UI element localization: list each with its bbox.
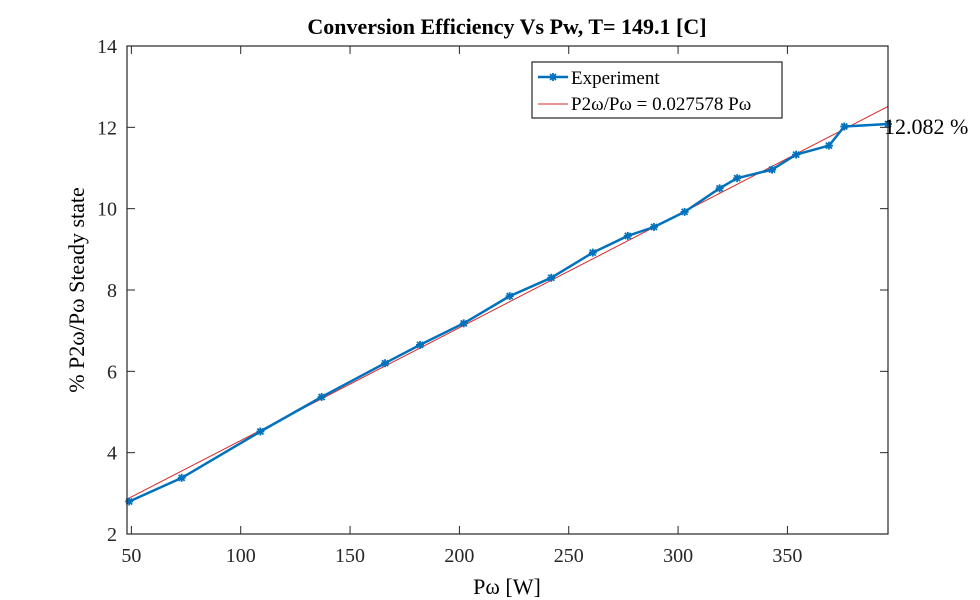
- x-tick-label: 100: [226, 545, 256, 567]
- y-tick-label: 14: [97, 36, 117, 58]
- legend-box: [531, 61, 783, 119]
- y-tick-label: 12: [97, 117, 117, 139]
- data-point: [505, 292, 514, 301]
- data-point: [381, 359, 390, 368]
- x-tick-label: 200: [444, 545, 474, 567]
- annotation-last-value: 12.082 %: [884, 114, 968, 139]
- data-point: [256, 427, 265, 436]
- chart-title: Conversion Efficiency Vs Pw, T= 149.1 [C…: [307, 14, 706, 39]
- data-point: [733, 174, 742, 183]
- data-point: [680, 207, 689, 216]
- data-point: [317, 392, 326, 401]
- data-point: [416, 340, 425, 349]
- y-tick-label: 6: [107, 361, 117, 383]
- x-tick-label: 350: [772, 545, 802, 567]
- y-tick-label: 4: [107, 443, 117, 465]
- y-axis-label: % P2ω/Pω Steady state: [64, 187, 89, 393]
- data-point: [177, 473, 186, 482]
- data-point: [588, 248, 597, 257]
- x-tick-label: 150: [335, 545, 365, 567]
- data-point: [840, 122, 849, 131]
- legend-marker-star: [549, 73, 557, 81]
- x-tick-label: 300: [663, 545, 693, 567]
- data-point: [623, 231, 632, 240]
- y-tick-label: 10: [97, 199, 117, 221]
- data-point: [715, 184, 724, 193]
- legend-label-experiment: Experiment: [571, 68, 660, 89]
- data-point: [547, 273, 556, 282]
- legend: Experiment P2ω/Pω = 0.027578 Pω: [531, 61, 783, 119]
- y-tick-label: 8: [107, 280, 117, 302]
- data-point: [125, 497, 134, 506]
- data-point: [459, 319, 468, 328]
- plot-area: [127, 46, 888, 534]
- x-tick-label: 250: [554, 545, 584, 567]
- data-point: [650, 222, 659, 231]
- data-point: [792, 150, 801, 159]
- legend-marker-experiment: [549, 73, 557, 81]
- data-point: [768, 165, 777, 174]
- x-tick-label: 50: [121, 545, 141, 567]
- x-axis-label: Pω [W]: [473, 574, 541, 599]
- series-experiment-line: [128, 122, 889, 503]
- legend-label-fit: P2ω/Pω = 0.027578 Pω: [571, 94, 751, 115]
- data-point: [824, 141, 833, 150]
- y-tick-label: 2: [107, 524, 117, 546]
- ticks-layer: 50 100 150 200 250 300 350 2 4 6 8 10 12 14: [97, 36, 888, 567]
